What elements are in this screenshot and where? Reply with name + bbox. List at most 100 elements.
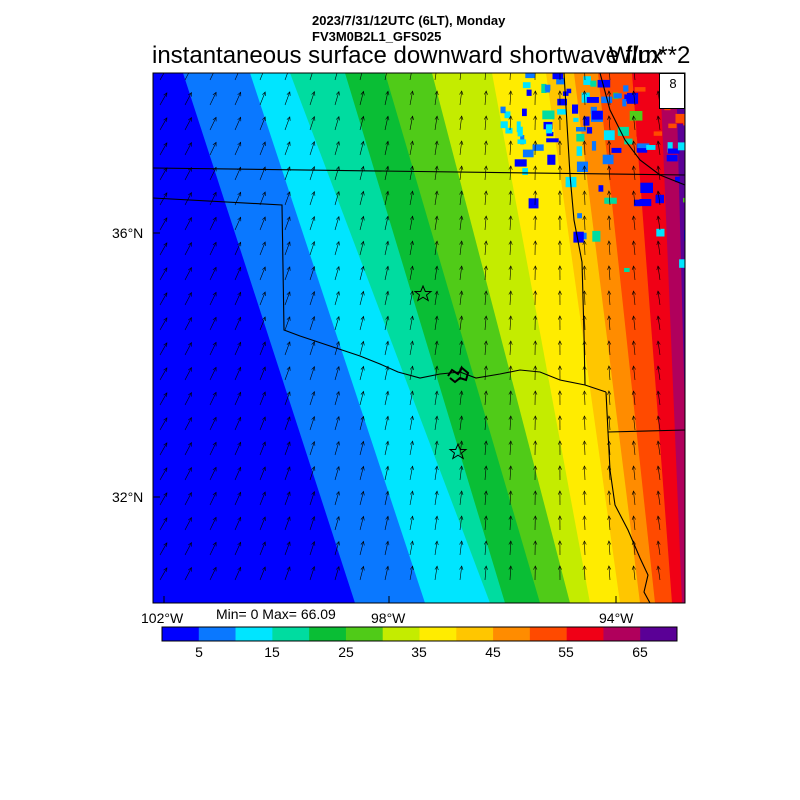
wind-arrow	[184, 341, 192, 356]
wind-arrow	[607, 490, 612, 506]
wind-arrow	[533, 465, 538, 481]
wind-arrow	[508, 415, 513, 431]
wind-arrow	[309, 141, 316, 156]
wind-arrow	[557, 115, 562, 131]
convective-cell	[675, 113, 685, 123]
wind-arrow	[384, 115, 390, 131]
wind-arrow	[234, 541, 242, 556]
convective-cell	[583, 116, 590, 126]
convective-cell	[590, 106, 597, 114]
wind-arrow	[234, 266, 242, 281]
wind-arrow	[184, 566, 192, 581]
wind-arrow	[184, 316, 192, 331]
wind-arrow	[284, 491, 291, 506]
wind-arrow	[533, 440, 538, 456]
wind-arrow	[334, 565, 340, 581]
convective-cell	[557, 98, 567, 106]
wind-arrow	[159, 292, 168, 306]
wind-arrow	[259, 241, 266, 256]
wind-arrow	[533, 140, 538, 156]
map-frame	[152, 72, 686, 604]
wind-arrow	[234, 491, 242, 506]
wind-arrow	[234, 316, 242, 331]
wind-arrow	[656, 565, 661, 581]
wind-arrow	[234, 366, 242, 381]
convective-cell	[634, 87, 646, 92]
wind-arrow	[631, 315, 636, 331]
convective-cell	[639, 199, 652, 207]
wind-arrow	[159, 142, 168, 156]
wind-arrow	[309, 316, 316, 331]
wind-arrow	[483, 140, 488, 156]
convective-cell	[541, 83, 547, 93]
wind-arrow	[459, 140, 464, 156]
wind-arrow	[483, 415, 488, 431]
wind-arrow	[459, 440, 464, 456]
wind-arrow	[284, 441, 291, 456]
convective-cell	[552, 73, 563, 80]
wind-arrow	[582, 440, 587, 456]
colorbar-label: 5	[195, 644, 203, 660]
convective-cell	[528, 198, 539, 209]
wind-arrow	[259, 366, 266, 381]
wind-arrow	[159, 242, 168, 256]
wind-arrow	[434, 365, 439, 381]
wind-arrow	[434, 565, 439, 581]
wind-arrow	[334, 465, 340, 481]
wind-arrow	[656, 315, 661, 331]
convective-cell	[582, 232, 587, 240]
convective-cell	[679, 259, 685, 268]
wind-arrow	[384, 165, 390, 181]
convective-cell	[532, 144, 544, 151]
convective-cell	[572, 104, 579, 114]
wind-arrow	[434, 140, 439, 156]
wind-arrow	[607, 515, 612, 531]
convective-cell	[573, 117, 579, 122]
wind-arrow	[309, 466, 316, 481]
wind-arrow	[334, 90, 340, 106]
wind-arrow	[159, 317, 168, 331]
wind-arrow	[656, 465, 661, 481]
wind-arrow	[459, 540, 464, 556]
wind-arrow	[508, 290, 513, 306]
convective-cell	[576, 133, 585, 142]
wind-arrow	[607, 365, 612, 381]
colorbar-swatch	[272, 627, 310, 641]
wind-arrow	[309, 516, 316, 531]
wind-arrow	[284, 466, 291, 481]
convective-cell	[668, 123, 677, 129]
wind-arrow	[459, 240, 464, 256]
convective-cell	[602, 154, 614, 165]
wind-arrow	[359, 365, 365, 381]
wind-arrow	[409, 215, 414, 231]
wind-arrow	[434, 265, 439, 281]
wind-arrow	[434, 540, 439, 556]
wind-arrow	[359, 565, 365, 581]
convective-cell	[586, 127, 593, 134]
wind-arrow	[557, 490, 562, 506]
wind-arrow	[483, 215, 488, 231]
wind-arrow	[359, 90, 365, 106]
wind-arrow	[284, 91, 291, 106]
wind-arrow	[483, 465, 488, 481]
convective-cell	[547, 154, 556, 165]
wind-arrow	[309, 91, 316, 106]
star-icon	[413, 284, 433, 302]
lat-label-36n: 36°N	[112, 225, 144, 241]
convective-cell	[583, 76, 591, 85]
wind-arrow	[631, 365, 636, 381]
wind-arrow	[234, 141, 242, 156]
wind-arrow	[483, 490, 488, 506]
wind-arrow	[359, 290, 365, 306]
map-title: instantaneous surface downward shortwave…	[152, 42, 663, 69]
wind-arrow	[656, 265, 661, 281]
wind-arrow	[533, 240, 538, 256]
convective-cell	[526, 89, 532, 96]
wind-arrow	[184, 391, 192, 406]
colorbar-swatch	[640, 627, 678, 641]
convective-cell	[636, 144, 648, 153]
wind-arrow	[656, 140, 661, 156]
wind-arrow	[359, 415, 365, 431]
wind-arrow	[631, 165, 636, 181]
wind-arrow	[159, 267, 168, 281]
